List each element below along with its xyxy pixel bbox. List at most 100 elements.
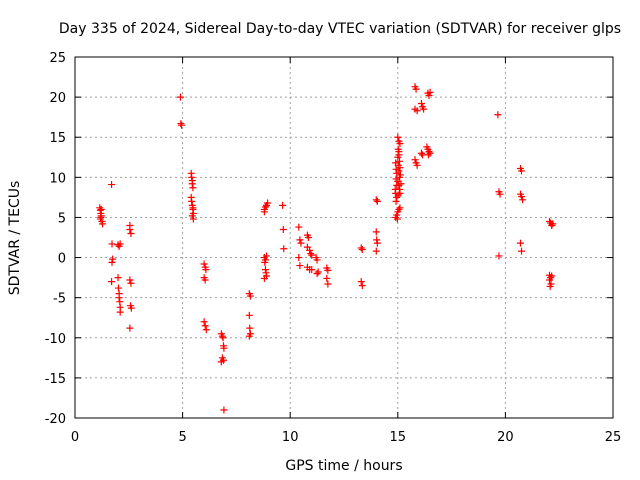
data-point — [495, 252, 503, 260]
data-point — [373, 239, 381, 247]
data-point — [426, 88, 434, 96]
data-point — [496, 190, 504, 198]
data-point — [395, 167, 403, 175]
data-point — [396, 140, 404, 148]
data-point — [97, 205, 105, 213]
data-point — [126, 276, 134, 284]
data-point — [188, 212, 196, 220]
data-point — [519, 196, 527, 204]
data-point — [264, 199, 272, 207]
data-point — [420, 105, 428, 113]
data-point — [246, 292, 254, 300]
data-point — [424, 151, 432, 159]
data-point — [392, 197, 400, 205]
data-point — [394, 153, 402, 161]
data-point — [372, 196, 380, 204]
data-point — [396, 189, 404, 197]
x-tick-label: 5 — [178, 430, 186, 445]
data-point — [218, 332, 226, 340]
data-point — [518, 193, 526, 201]
data-point — [200, 260, 208, 268]
data-point — [114, 284, 122, 292]
data-point — [126, 324, 134, 332]
data-point — [394, 191, 402, 199]
data-point — [245, 311, 253, 319]
data-point — [189, 215, 197, 223]
x-tick-label: 25 — [605, 430, 622, 445]
data-point — [188, 197, 196, 205]
data-point — [307, 250, 315, 258]
y-tick-label: -5 — [53, 292, 66, 307]
data-point — [394, 133, 402, 141]
y-tick-label: 10 — [49, 171, 66, 186]
data-point — [546, 276, 554, 284]
data-point — [280, 245, 288, 253]
data-point — [308, 251, 316, 259]
data-point — [396, 157, 404, 165]
data-point — [411, 156, 419, 164]
data-point — [189, 184, 197, 192]
data-point — [357, 244, 365, 252]
data-point — [116, 240, 124, 248]
data-point — [518, 247, 526, 255]
data-point — [324, 266, 332, 274]
data-point — [549, 220, 557, 228]
data-point — [516, 239, 524, 247]
data-point — [108, 258, 116, 266]
data-point — [178, 121, 186, 129]
data-point — [188, 180, 196, 188]
data-point — [109, 255, 117, 263]
data-point — [114, 274, 122, 282]
data-point — [413, 107, 421, 115]
data-point — [397, 180, 405, 188]
data-point — [261, 266, 269, 274]
y-axis-label: SDTVAR / TECUs — [7, 181, 23, 296]
data-point — [99, 220, 107, 228]
y-tick-label: 15 — [49, 131, 66, 146]
data-point — [296, 262, 304, 270]
data-point — [425, 148, 433, 156]
data-point — [323, 274, 331, 282]
data-point — [245, 332, 253, 340]
x-tick-label: 0 — [71, 430, 79, 445]
data-point — [313, 256, 321, 264]
data-point — [220, 406, 228, 414]
data-point — [417, 149, 425, 157]
y-tick-label: 0 — [58, 252, 66, 267]
x-tick-label: 20 — [497, 430, 514, 445]
data-point — [358, 282, 366, 290]
data-point — [324, 280, 332, 288]
data-point — [308, 266, 316, 274]
data-point — [357, 278, 365, 286]
y-tick-label: -20 — [45, 412, 66, 427]
data-point — [396, 204, 404, 212]
data-point — [177, 120, 185, 128]
data-point — [126, 225, 134, 233]
data-point — [260, 208, 268, 216]
y-tick-label: -10 — [45, 332, 66, 347]
data-point — [358, 246, 366, 254]
data-point — [220, 344, 228, 352]
data-point — [188, 173, 196, 181]
y-tick-label: 5 — [58, 211, 66, 226]
x-tick-label: 15 — [390, 430, 407, 445]
data-point — [395, 205, 403, 213]
data-point — [115, 294, 123, 302]
data-point — [279, 201, 287, 209]
data-point — [263, 252, 271, 260]
data-point — [304, 234, 312, 241]
data-point — [372, 247, 380, 255]
data-point — [396, 164, 404, 172]
data-point — [200, 318, 208, 326]
data-point — [201, 322, 209, 330]
data-point — [202, 266, 210, 274]
data-point — [393, 215, 401, 223]
data-point — [246, 324, 254, 332]
data-points — [96, 83, 557, 414]
grid — [75, 57, 613, 418]
data-point — [417, 100, 425, 108]
data-point — [393, 211, 401, 219]
data-point — [219, 334, 227, 342]
data-point — [295, 254, 303, 262]
